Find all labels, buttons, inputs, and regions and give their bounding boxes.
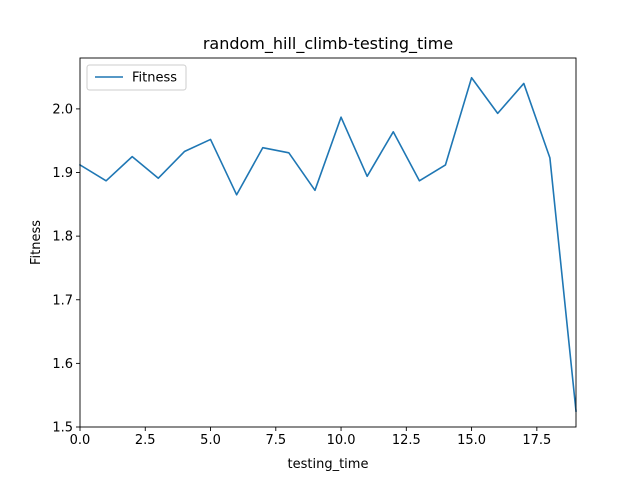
y-tick-label: 1.5 [52, 421, 73, 436]
chart-title: random_hill_climb-testing_time [203, 34, 453, 54]
y-axis: 1.5 1.6 1.7 1.8 1.9 2.0 [52, 102, 80, 436]
x-axis: 0.0 2.5 5.0 7.5 10.0 12.5 15.0 17.5 [70, 427, 551, 448]
legend-box [86, 64, 187, 91]
plot-area [78, 57, 577, 428]
x-tick-label: 17.5 [522, 433, 551, 448]
x-tick-label: 15.0 [457, 433, 486, 448]
x-tick-label: 5.0 [200, 433, 221, 448]
y-tick-label: 1.6 [52, 357, 73, 372]
plot-background [80, 58, 576, 427]
y-tick-label: 1.8 [52, 230, 73, 245]
y-tick-label: 1.7 [52, 293, 73, 308]
plot-frame [79, 57, 577, 428]
legend: Fitness [86, 64, 187, 91]
y-tick-label: 1.9 [52, 166, 73, 181]
y-tick-label: 2.0 [52, 102, 73, 117]
x-tick-label: 0.0 [70, 433, 91, 448]
x-tick-label: 2.5 [135, 433, 156, 448]
x-tick-label: 10.0 [327, 433, 356, 448]
x-tick-label: 7.5 [265, 433, 286, 448]
series-line-fitness [78, 76, 577, 412]
legend-label-fitness: Fitness [132, 71, 177, 86]
y-axis-label: Fitness [29, 220, 44, 265]
x-tick-label: 12.5 [392, 433, 421, 448]
x-axis-label: testing_time [288, 457, 369, 472]
